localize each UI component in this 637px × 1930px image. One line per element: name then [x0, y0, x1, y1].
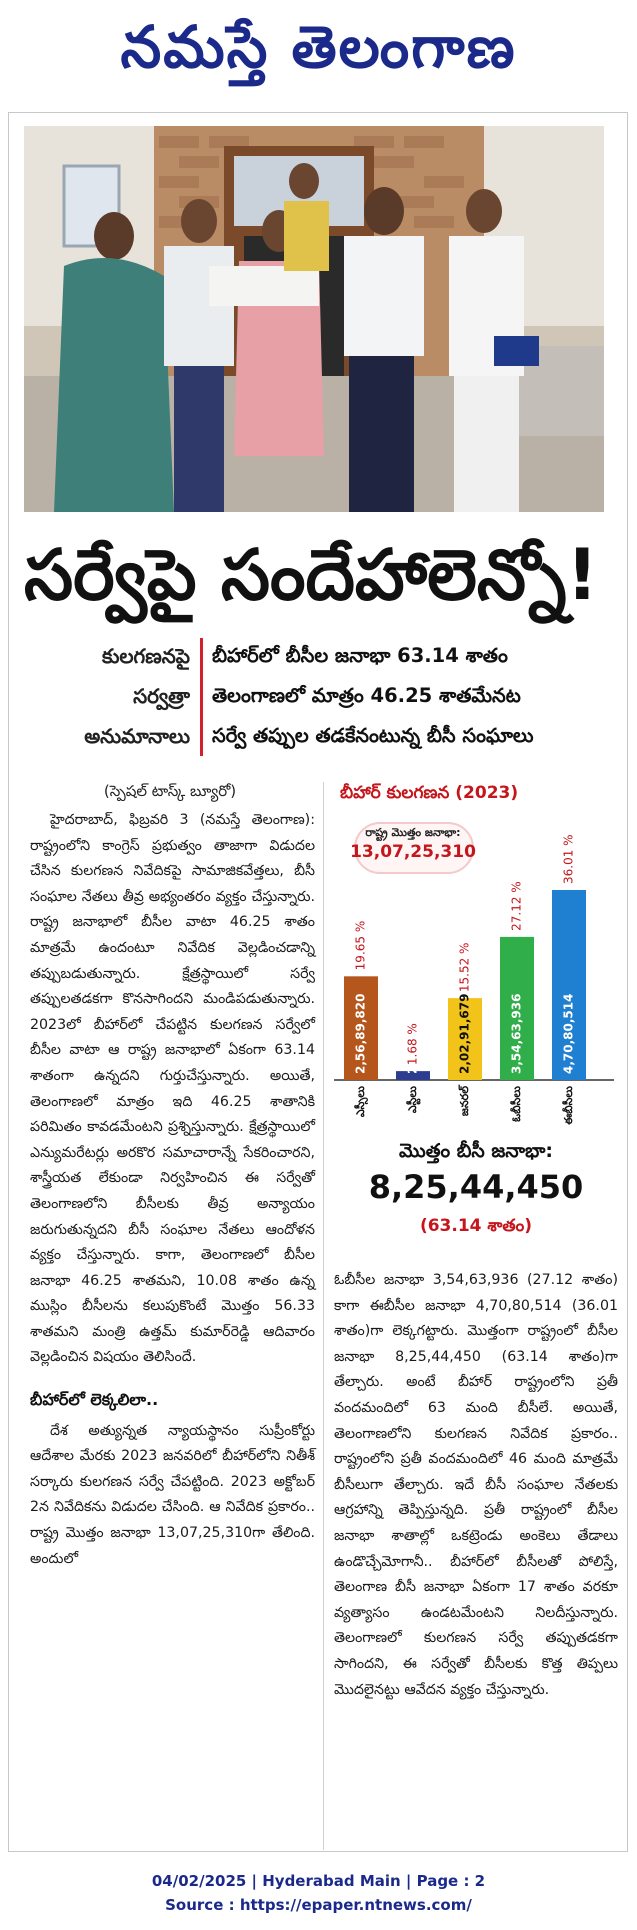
total-bc-value: 8,25,44,450: [368, 1168, 584, 1206]
chart-category-label: ఈబీసీలు: [562, 1086, 575, 1125]
subhead-right-line: బీహార్‌లో బీసీల జనాభా 63.14 శాతం: [212, 644, 508, 667]
chart-value-label: 21,99,361: [406, 1006, 420, 1074]
chart-bar: [396, 1071, 430, 1080]
chart-category-label: జనరల్: [458, 1084, 471, 1116]
subhead-left-line: సర్వత్రా: [133, 684, 190, 708]
masthead: నమస్తే తెలంగాణ: [0, 0, 637, 108]
subhead-divider: [200, 638, 203, 756]
population-box: [354, 822, 474, 874]
photo-illustration: [24, 126, 604, 512]
chart-title: బీహార్ కులగణన (2023): [340, 783, 519, 803]
chart-value-label: 2,56,89,820: [354, 994, 368, 1074]
chart-category-label: ఎస్టీలు: [406, 1086, 421, 1113]
article-frame: [8, 112, 628, 1852]
chart-category-label: ఓబీసీలు: [510, 1086, 523, 1122]
chart-bar: [344, 976, 378, 1080]
chart-value-label: 3,54,63,936: [510, 994, 524, 1074]
subhead-left: కులగణనపై సర్వత్రా అనుమానాలు: [40, 636, 190, 756]
subhead-left-line: అనుమానాలు: [84, 724, 190, 748]
total-bc-percent: (63.14 శాతం): [419, 1216, 533, 1236]
body-paragraph: హైదరాబాద్, ఫిబ్రవరి 3 (నమస్తే తెలంగాణ): …: [30, 812, 315, 1366]
section-title: బీహార్‌లో లెక్కలిలా..: [30, 1390, 159, 1410]
footer-source: Source : https://epaper.ntnews.com/: [165, 1896, 472, 1914]
total-bc-label: మొత్తం బీసీ జనాభా:: [399, 1140, 553, 1162]
subhead-right-line: సర్వే తప్పుల తడకేనంటున్న బీసీ సంఘాలు: [212, 724, 534, 747]
chart-percent-label: 36.01 %: [562, 834, 576, 884]
subhead-right: బీహార్‌లో బీసీల జనాభా 63.14 శాతం తెలంగాణ…: [212, 636, 620, 756]
chart-percent-label: 27.12 %: [510, 881, 524, 931]
population-value: 13,07,25,310: [350, 842, 476, 862]
subhead-right-line: తెలంగాణలో మాత్రం 46.25 శాతమేనట: [212, 684, 521, 707]
article-photo: [24, 126, 604, 512]
population-label: రాష్ట్ర మొత్తం జనాభా:: [365, 826, 461, 839]
chart-category-label: ఎస్సీలు: [354, 1086, 369, 1117]
footer-date-edition: 04/02/2025 | Hyderabad Main | Page : 2: [151, 1872, 486, 1890]
chart-percent-label: 19.65 %: [354, 921, 368, 971]
chart-bar: [552, 890, 586, 1080]
column-divider: [323, 782, 324, 1850]
body-paragraph: దేశ అత్యున్నత న్యాయస్థానం సుప్రీంకోర్టు …: [30, 1422, 315, 1567]
right-column: ఓబీసీల జనాభా 3,54,63,936 (27.12 శాతం) కా…: [334, 1268, 618, 1703]
left-column: హైదరాబాద్, ఫిబ్రవరి 3 (నమస్తే తెలంగాణ): …: [30, 808, 315, 1572]
chart-percent-label: 15.52 %: [458, 943, 472, 993]
chart-value-label: 4,70,80,514: [562, 994, 576, 1074]
headline: సర్వేపై సందేహాలెన్నో!: [24, 534, 599, 616]
chart-percent-label: 1.68 %: [406, 1023, 420, 1065]
masthead-title: నమస్తే తెలంగాణ: [120, 12, 517, 81]
body-paragraph: ఓబీసీల జనాభా 3,54,63,936 (27.12 శాతం) కా…: [334, 1272, 618, 1698]
subhead-left-line: కులగణనపై: [102, 644, 190, 668]
chart-bar: [448, 998, 482, 1080]
chart-bar: [500, 936, 534, 1080]
chart-value-label: 2,02,91,679: [458, 994, 472, 1074]
byline: (స్పెషల్ టాస్క్ బ్యూరో): [103, 782, 237, 800]
